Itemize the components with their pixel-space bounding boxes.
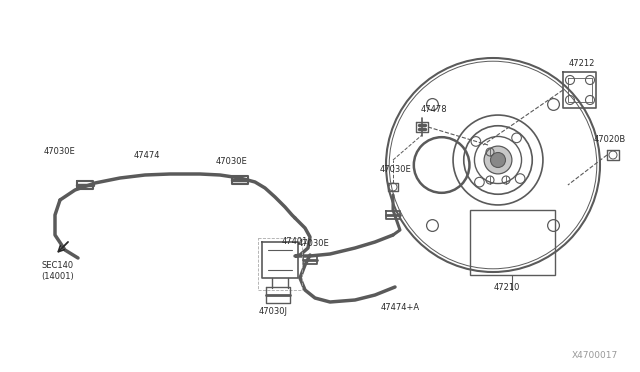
Text: X4700017: X4700017 — [572, 350, 618, 359]
Text: 47030E: 47030E — [215, 157, 247, 167]
Text: 47030E: 47030E — [379, 166, 411, 174]
Text: 47478: 47478 — [420, 106, 447, 115]
Text: 47030E: 47030E — [297, 240, 329, 248]
Bar — [470, 210, 555, 275]
Text: 47474+A: 47474+A — [380, 302, 420, 311]
Text: 47210: 47210 — [494, 282, 520, 292]
Text: 47474: 47474 — [134, 151, 160, 160]
Text: 47212: 47212 — [569, 58, 595, 67]
Text: 47401: 47401 — [282, 237, 308, 246]
Text: SEC140: SEC140 — [42, 260, 74, 269]
Text: 47030J: 47030J — [259, 307, 287, 315]
Text: 47020B: 47020B — [594, 135, 626, 144]
Text: (14001): (14001) — [42, 273, 74, 282]
Circle shape — [490, 153, 506, 167]
Text: 47030E: 47030E — [44, 148, 76, 157]
Circle shape — [484, 146, 512, 174]
